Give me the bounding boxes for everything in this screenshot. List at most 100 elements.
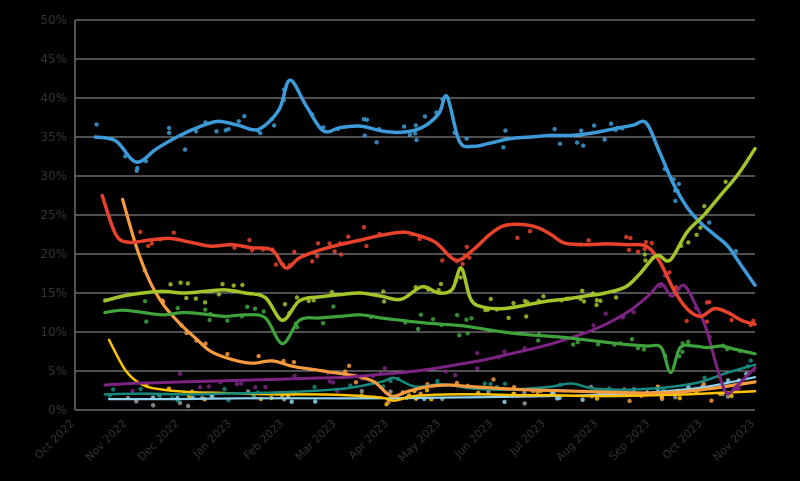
poll-dot [488, 296, 493, 302]
x-axis-label: Jan 2023 [190, 417, 234, 461]
poll-dot [382, 366, 387, 371]
poll-dot [475, 366, 480, 371]
poll-dot [203, 307, 208, 312]
poll-dot [310, 259, 315, 264]
poll-dot [594, 302, 599, 308]
poll-dot [138, 229, 143, 235]
poll-dot [574, 140, 580, 145]
poll-dot [220, 282, 225, 287]
series-dots-green [103, 298, 743, 359]
y-axis-label: 25% [40, 208, 67, 222]
poll-dot [314, 254, 320, 259]
y-axis-label: 30% [40, 169, 67, 183]
poll-dot [643, 239, 649, 245]
poll-dot [226, 127, 231, 132]
x-axis-label: Aug 2023 [554, 417, 601, 464]
poll-dot [315, 241, 321, 246]
x-axis-label: Jul 2023 [506, 417, 548, 459]
series-line-yellow [107, 338, 757, 402]
poll-dot [684, 318, 689, 324]
poll-dot [729, 393, 734, 399]
poll-dot [475, 351, 480, 356]
poll-dot [320, 321, 326, 326]
poll-dot [422, 114, 428, 119]
poll-dot [580, 288, 585, 293]
poll-dot [591, 123, 597, 128]
poll-dot [631, 310, 636, 315]
poll-dot [457, 333, 462, 338]
poll-dot [598, 298, 603, 303]
poll-dot [111, 387, 116, 392]
poll-dot [374, 140, 379, 145]
poll-dot [704, 300, 710, 305]
poll-dot [440, 258, 445, 263]
poll-dot [388, 389, 393, 394]
poll-dot [313, 399, 318, 404]
poll-dot [707, 220, 712, 225]
x-axis-label: Apr 2023 [346, 417, 391, 462]
poll-dot [225, 351, 230, 357]
poll-dot [642, 252, 647, 257]
poll-dot [197, 385, 203, 390]
poll-dot [415, 326, 421, 332]
x-axis-label: Feb 2023 [241, 417, 286, 462]
poll-dot [175, 305, 180, 311]
poll-dot [667, 270, 672, 275]
series-line-blue [93, 78, 757, 287]
poll-dot [346, 234, 351, 239]
poll-dot [701, 381, 706, 387]
poll-dot [207, 317, 212, 323]
series-line-chartreuse [103, 146, 757, 323]
poll-dot [271, 123, 277, 128]
poll-dot [202, 300, 208, 305]
poll-dot [135, 165, 140, 171]
x-axis-label: May 2023 [396, 417, 444, 465]
poll-dot [231, 283, 236, 288]
y-axis-label: 0% [48, 403, 67, 417]
poll-dot [256, 353, 261, 359]
poll-dot [177, 371, 183, 376]
poll-dot [166, 130, 172, 135]
poll-dot [536, 338, 541, 343]
x-axis-label: Oct 2022 [32, 417, 77, 462]
poll-dot [729, 317, 734, 323]
poll-dot [346, 363, 352, 368]
poll-dot [94, 122, 99, 127]
poll-dot [627, 398, 632, 404]
poll-dot [234, 381, 239, 387]
poll-dot [541, 294, 546, 299]
y-axis-label: 40% [40, 91, 67, 105]
poll-dot [515, 235, 520, 240]
poll-dot [289, 399, 294, 404]
poll-dot [522, 401, 527, 406]
poll-dot [413, 123, 418, 128]
poll-dot [702, 375, 707, 380]
poll-dot [222, 386, 227, 392]
poll-dot [329, 289, 335, 295]
poll-dot [331, 304, 336, 309]
poll-dot [673, 198, 678, 204]
poll-dot [282, 302, 288, 307]
poll-dot [680, 349, 685, 354]
poll-dot [184, 295, 189, 301]
poll-dot [643, 258, 648, 263]
poll-dot [327, 379, 332, 384]
poll-dot [725, 394, 731, 399]
poll-dot [273, 262, 279, 267]
poll-dot [460, 261, 465, 267]
x-axis-label: Nov 2023 [710, 417, 757, 464]
series-line-lightblue [107, 376, 757, 401]
poll-dot [482, 381, 487, 386]
poll-dot [166, 125, 172, 131]
poll-dot [649, 240, 654, 246]
poll-dot [642, 247, 647, 252]
poll-dot [134, 399, 139, 404]
series-line-red [100, 193, 757, 326]
y-axis-label: 50% [40, 13, 67, 27]
poll-dot [570, 342, 576, 347]
poll-dot [698, 225, 703, 230]
poll-dot [723, 179, 728, 184]
poll-dot [628, 235, 633, 241]
x-axis-label: Jun 2023 [451, 417, 495, 461]
